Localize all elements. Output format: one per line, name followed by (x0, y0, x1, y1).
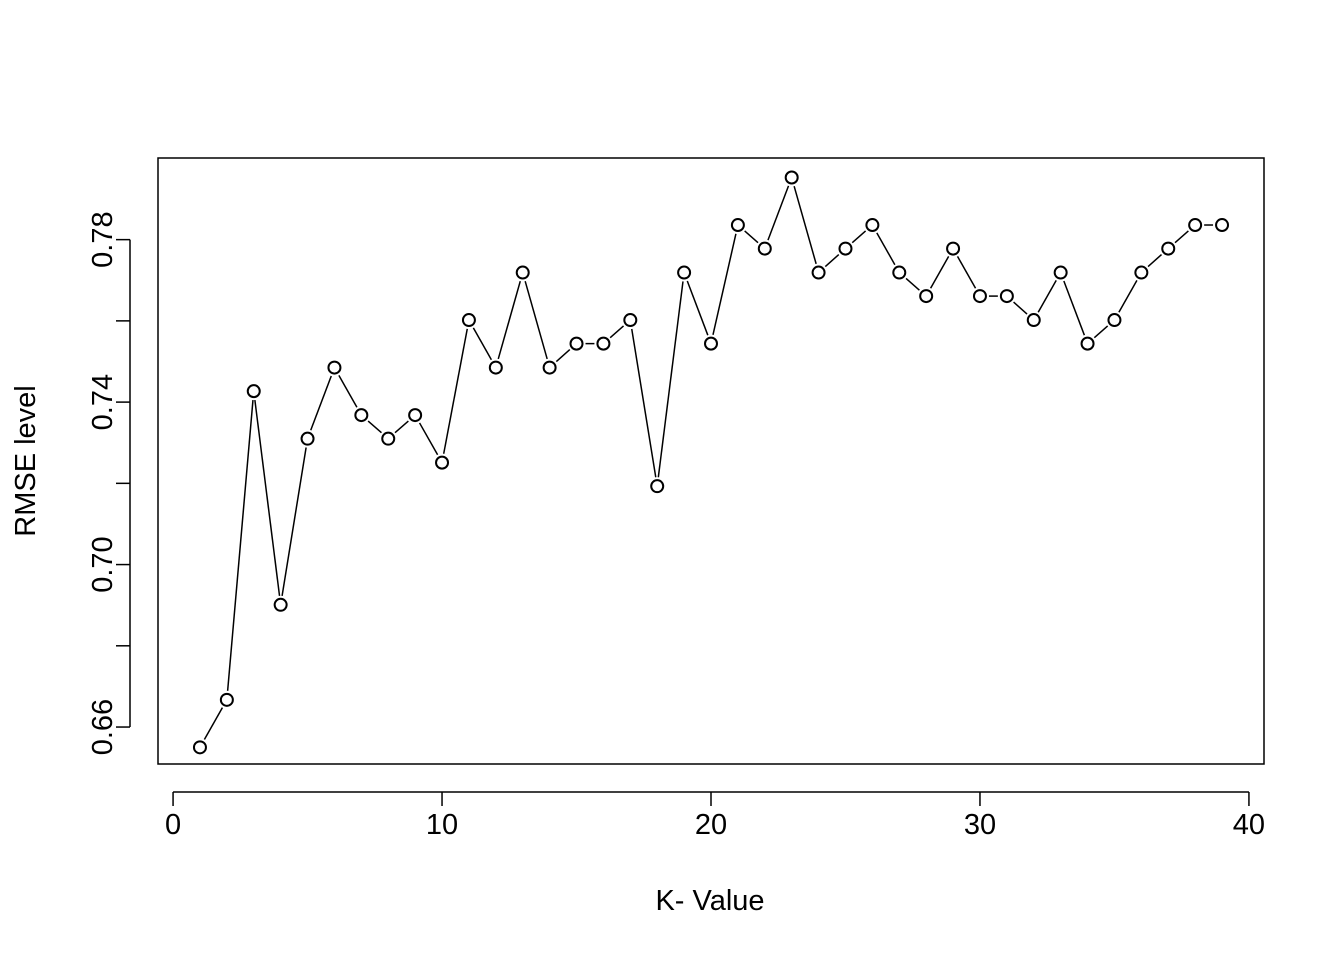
data-point (596, 336, 611, 351)
data-point (1107, 313, 1122, 328)
series-line-segment (609, 325, 625, 339)
series-line-segment (442, 328, 468, 454)
series-line (203, 185, 1214, 740)
series-line-segment (497, 280, 521, 360)
series-line-segment (876, 232, 896, 266)
data-point (246, 384, 261, 399)
data-point (273, 597, 288, 612)
series-line-segment (367, 420, 382, 434)
series-line-segment (905, 277, 920, 291)
series-line-segment (1174, 230, 1189, 244)
series-line-segment (793, 185, 817, 265)
series-line-segment (631, 328, 657, 478)
data-point (461, 313, 476, 328)
x-axis-title: K- Value (655, 885, 764, 917)
y-tick-label: 0.78 (87, 211, 119, 267)
data-point (327, 360, 342, 375)
data-point (192, 740, 207, 755)
data-point (704, 336, 718, 351)
data-point (488, 360, 503, 375)
series-line-segment (281, 447, 307, 597)
series-line-segment (310, 375, 332, 431)
data-point (408, 408, 423, 423)
series-line-segment (929, 256, 950, 289)
series-line-segment (338, 375, 358, 408)
data-point (542, 360, 557, 375)
series-line-segment (767, 185, 790, 241)
series-line-segment (851, 230, 867, 244)
x-tick-label: 30 (964, 809, 996, 841)
series-line-segment (956, 256, 977, 289)
plot-frame (157, 157, 1265, 765)
series-line-segment (1013, 301, 1028, 315)
series-line-segment (203, 707, 224, 740)
data-point (892, 265, 907, 280)
data-point (300, 431, 315, 446)
x-tick-label: 40 (1233, 809, 1265, 841)
x-tick-label: 0 (165, 809, 181, 841)
data-point (1161, 241, 1176, 256)
data-point (946, 241, 961, 256)
data-point (435, 455, 450, 470)
data-point (677, 265, 692, 280)
data-point (650, 479, 665, 494)
data-point (1134, 265, 1149, 280)
x-tick-label: 10 (426, 809, 458, 841)
data-point (354, 408, 369, 423)
data-point (865, 218, 880, 233)
series-line-segment (686, 280, 709, 336)
data-point (972, 289, 987, 304)
series-line-segment (1037, 280, 1057, 313)
series-line-segment (824, 254, 840, 268)
data-point (999, 289, 1014, 304)
series-line-segment (1063, 280, 1086, 336)
data-point (1188, 218, 1203, 233)
series-points (192, 170, 1230, 755)
data-point (838, 241, 853, 256)
series-line-segment (524, 280, 548, 360)
y-tick-label: 0.66 (87, 699, 119, 755)
data-point (919, 289, 934, 304)
series-line-segment (1093, 325, 1109, 339)
data-point (1053, 265, 1068, 280)
data-point (569, 336, 584, 351)
series-line-segment (254, 399, 281, 596)
y-axis: 0.66 0.70 0.74 0.78 (87, 211, 131, 755)
series-line-segment (1118, 280, 1138, 313)
data-point (784, 170, 799, 185)
y-axis-title: RMSE level (10, 385, 42, 537)
data-point (730, 218, 745, 233)
y-tick-label: 0.74 (87, 374, 119, 430)
x-tick-label: 20 (695, 809, 727, 841)
data-point (1080, 336, 1095, 351)
series-line-segment (472, 327, 493, 361)
series-line-segment (418, 422, 439, 456)
series-line-segment (1147, 254, 1163, 268)
series-line-segment (657, 281, 684, 478)
series-line-segment (744, 230, 759, 244)
series-line-segment (226, 400, 254, 691)
data-point (515, 265, 530, 280)
data-point (1215, 218, 1230, 233)
data-point (623, 313, 638, 328)
series-line-segment (712, 233, 737, 336)
series-line-segment (394, 420, 409, 434)
data-point (811, 265, 826, 280)
data-point (1026, 313, 1041, 328)
data-point (381, 431, 396, 446)
data-point (219, 692, 234, 707)
series-line-segment (555, 349, 571, 363)
y-tick-label: 0.70 (87, 536, 119, 592)
x-axis: 0 10 20 30 40 (165, 791, 1265, 841)
data-point (757, 241, 772, 256)
